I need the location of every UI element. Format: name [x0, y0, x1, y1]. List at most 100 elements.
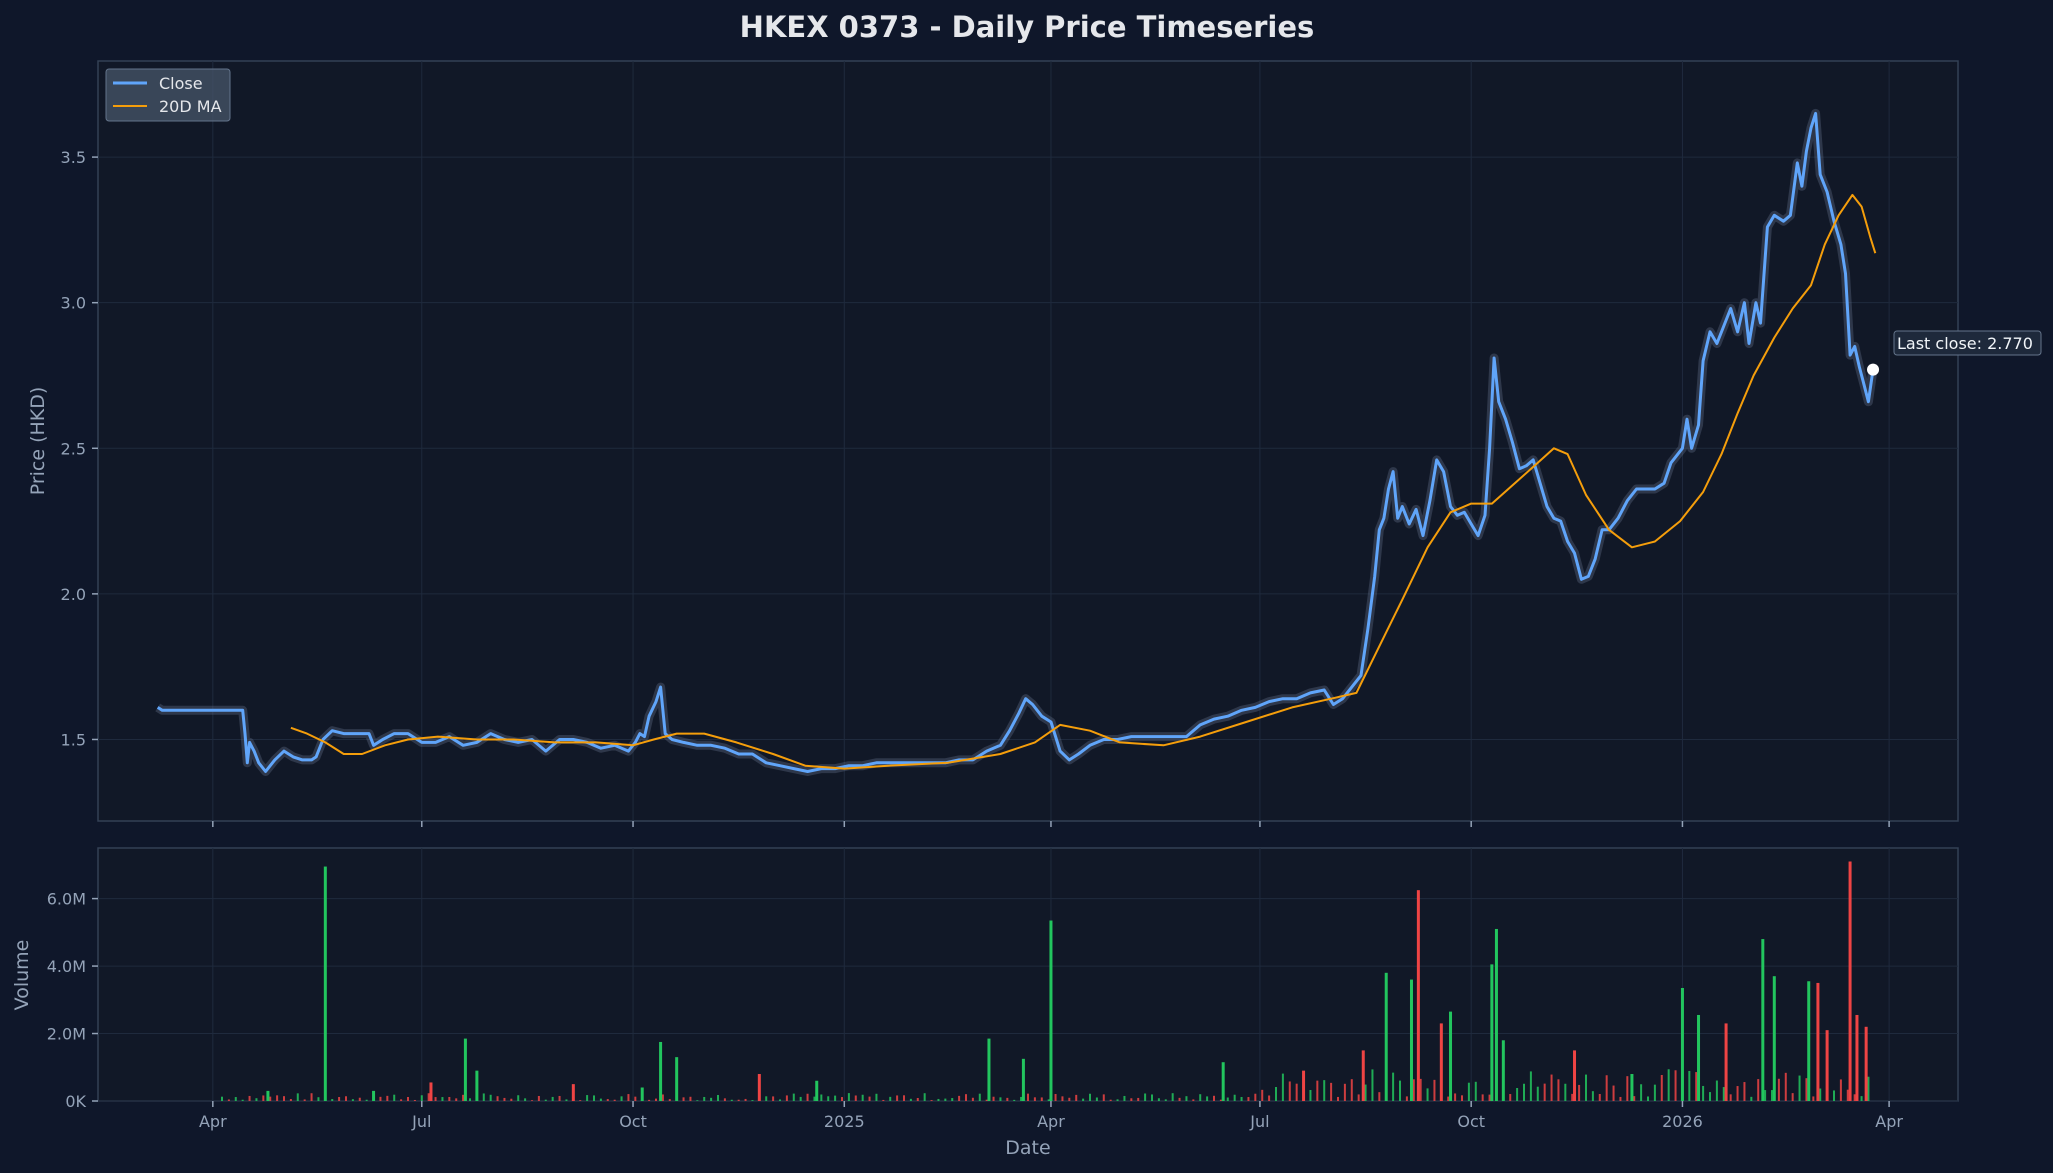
x-tick-label: Jul [1249, 1112, 1269, 1131]
volume-bar-minor [365, 1099, 368, 1101]
volume-bar-minor [854, 1095, 857, 1101]
volume-bar-minor [1709, 1092, 1711, 1101]
volume-bar [1384, 972, 1388, 1101]
volume-bar-minor [1833, 1090, 1835, 1101]
volume-bar-minor [1846, 1089, 1849, 1101]
volume-bars [221, 861, 1870, 1101]
volume-bar-minor [289, 1099, 292, 1101]
volume-bar-minor [1027, 1093, 1029, 1101]
volume-bar-minor [1750, 1096, 1753, 1101]
annotation-box [1893, 330, 2042, 356]
volume-bar-minor [978, 1093, 981, 1101]
volume-bar-minor [916, 1097, 919, 1101]
x-tick-label: Apr [1875, 1112, 1903, 1131]
volume-bar-minor [1626, 1076, 1629, 1101]
volume-bar-minor [799, 1096, 802, 1101]
volume-bar-minor [965, 1094, 967, 1101]
volume-bar [1501, 1040, 1505, 1101]
volume-bar-minor [813, 1096, 816, 1101]
volume-bar-minor [1777, 1078, 1780, 1101]
volume-bar-minor [861, 1094, 864, 1101]
volume-bar-minor [1295, 1083, 1298, 1101]
volume-bar-minor [1805, 1078, 1808, 1101]
last-close-annotation: Last close: 2.770 [1867, 330, 2042, 376]
volume-tick-label: 2.0M [47, 1025, 86, 1044]
volume-bar [1302, 1070, 1306, 1101]
volume-bar-minor [558, 1095, 561, 1101]
volume-bar-minor [806, 1093, 809, 1101]
volume-bar-minor [221, 1096, 223, 1101]
volume-bar-minor [1454, 1093, 1457, 1101]
volume-bar-minor [1447, 1096, 1450, 1101]
volume-bar-minor [779, 1099, 781, 1101]
x-tick-label: Apr [1037, 1112, 1065, 1131]
volume-bar-minor [744, 1098, 747, 1101]
volume-bar-minor [1543, 1083, 1546, 1101]
volume-bar-minor [1764, 1090, 1767, 1101]
volume-bar-minor [296, 1093, 299, 1101]
volume-bar-minor [1123, 1095, 1126, 1101]
volume-bar-minor [792, 1093, 795, 1101]
volume-bar-minor [1247, 1097, 1250, 1101]
volume-bar-minor [358, 1097, 361, 1101]
volume-bar-minor [951, 1098, 954, 1101]
volume-bar [1697, 1014, 1701, 1101]
volume-bar-minor [310, 1093, 313, 1101]
volume-bar-minor [820, 1094, 823, 1101]
volume-bar-minor [723, 1098, 726, 1101]
x-tick-label: 2025 [824, 1112, 865, 1131]
y-tick-label: 1.5 [61, 730, 86, 749]
volume-bar-minor [985, 1099, 988, 1101]
volume-bar-minor [1660, 1074, 1663, 1101]
volume-bar-minor [1860, 1096, 1863, 1101]
volume-bar-minor [248, 1095, 251, 1101]
volume-bar [1848, 861, 1852, 1101]
volume-bar-minor [1082, 1098, 1085, 1101]
volume-bar-minor [593, 1095, 595, 1101]
volume-bar [675, 1057, 679, 1101]
volume-bar-minor [785, 1095, 788, 1101]
volume-bar [1864, 1026, 1868, 1101]
volume-bar-minor [524, 1098, 527, 1101]
volume-bar-minor [1054, 1094, 1057, 1101]
volume-bar-minor [262, 1095, 265, 1101]
volume-bar-minor [909, 1098, 912, 1101]
volume-bar [1816, 982, 1820, 1101]
volume-bar-minor [586, 1095, 589, 1101]
volume-bar-minor [751, 1100, 754, 1101]
volume-bar-minor [1378, 1092, 1381, 1101]
volume-bar-minor [1337, 1096, 1339, 1101]
volume-bar-minor [441, 1097, 444, 1101]
volume-bar-minor [1185, 1096, 1188, 1101]
x-tick-label: Oct [1457, 1112, 1485, 1131]
volume-bar-minor [868, 1096, 871, 1101]
volume-bar [1409, 979, 1413, 1101]
volume-bar-minor [689, 1096, 692, 1101]
volume-panel [97, 847, 1959, 1102]
volume-bar-minor [489, 1094, 492, 1101]
volume-bar-minor [427, 1093, 430, 1101]
volume-bar-minor [510, 1098, 513, 1101]
volume-bar-minor [1392, 1072, 1395, 1101]
volume-bar-minor [1157, 1098, 1160, 1101]
volume-bar-minor [875, 1093, 878, 1101]
volume-bar-minor [1757, 1079, 1760, 1101]
volume-bar-minor [606, 1099, 609, 1101]
x-tick-label: Oct [619, 1112, 647, 1131]
volume-bar [757, 1074, 761, 1101]
volume-bar-minor [1330, 1082, 1333, 1101]
volume-bar-minor [765, 1096, 768, 1101]
volume-bar-minor [1481, 1094, 1484, 1101]
volume-bar-minor [971, 1097, 974, 1101]
volume-bar-minor [1653, 1084, 1656, 1101]
volume-bar-minor [1213, 1095, 1215, 1101]
x-axis-label: Date [1005, 1137, 1050, 1159]
volume-bar-minor [1171, 1093, 1174, 1101]
volume-bar [1724, 1023, 1728, 1101]
volume-bar-minor [703, 1096, 706, 1101]
volume-bar-minor [1343, 1083, 1346, 1101]
last-close-marker [1867, 363, 1880, 376]
volume-bar [1761, 939, 1765, 1101]
volume-tick-label: 0K [65, 1092, 86, 1111]
price-axis-label: Price (HKD) [27, 387, 49, 496]
